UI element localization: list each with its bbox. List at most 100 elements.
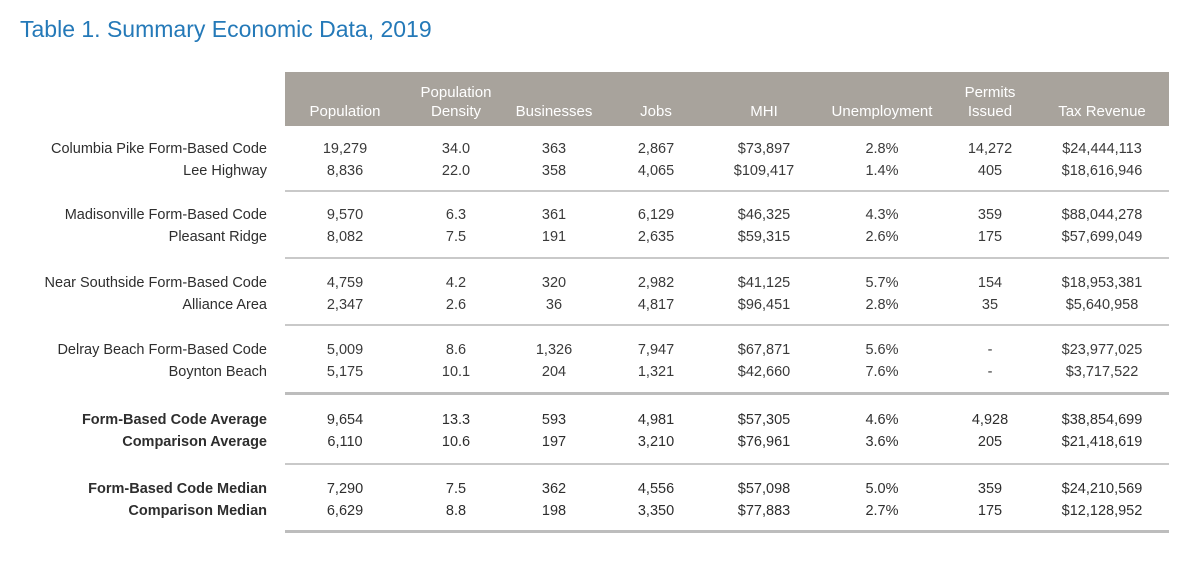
table-cell: 5.7% <box>865 275 899 291</box>
group-divider <box>285 324 1169 326</box>
table-cell: 6.3 <box>445 207 467 223</box>
table-cell: 2,982 <box>637 275 675 291</box>
row-label: Form-Based Code Average <box>81 412 267 428</box>
table-cell: 4.2 <box>445 275 467 291</box>
table-cell: $57,098 <box>737 481 791 497</box>
table-cell: $57,699,049 <box>1061 229 1143 245</box>
table-cell: 19,279 <box>322 141 368 157</box>
table-cell: 2.8% <box>865 297 899 313</box>
table-header-band <box>285 72 1169 126</box>
table-cell: 2.8% <box>865 141 899 157</box>
table-cell: 22.0 <box>441 163 471 179</box>
table-cell: 405 <box>977 163 1003 179</box>
table-cell: $3,717,522 <box>1065 364 1139 380</box>
group-divider <box>285 190 1169 192</box>
column-header-line1: Permits <box>964 84 1016 101</box>
table-cell: 3,210 <box>637 434 675 450</box>
table-cell: 191 <box>541 229 567 245</box>
table-cell: 4,065 <box>637 163 675 179</box>
row-label: Columbia Pike Form-Based Code <box>51 141 267 157</box>
row-label: Lee Highway <box>183 163 267 179</box>
column-header-line2: Unemployment <box>831 103 933 120</box>
table-cell: $38,854,699 <box>1061 412 1143 428</box>
table-cell: 34.0 <box>441 141 471 157</box>
table-cell: $76,961 <box>737 434 791 450</box>
row-label: Comparison Median <box>128 503 267 519</box>
table-cell: 204 <box>541 364 567 380</box>
column-header-line2: MHI <box>750 103 778 120</box>
table-cell: $73,897 <box>737 141 791 157</box>
table-cell: 5.0% <box>865 481 899 497</box>
table-cell: 593 <box>541 412 567 428</box>
column-header-line1: Population <box>420 84 492 101</box>
table-title: Table 1. Summary Economic Data, 2019 <box>20 16 432 42</box>
column-header-line2: Businesses <box>515 103 593 120</box>
table-cell: 4,928 <box>971 412 1009 428</box>
row-label: Boynton Beach <box>168 364 267 380</box>
column-header: Population Density <box>401 72 511 126</box>
row-label: Comparison Average <box>122 434 267 450</box>
table-cell: $77,883 <box>737 503 791 519</box>
column-header: MHI <box>709 72 819 126</box>
table-cell: 6,129 <box>637 207 675 223</box>
table-cell: 7.6% <box>865 364 899 380</box>
table-cell: 5,009 <box>326 342 364 358</box>
table-cell: $21,418,619 <box>1061 434 1143 450</box>
table-cell: 36 <box>545 297 563 313</box>
table-cell: 2.6% <box>865 229 899 245</box>
table-cell: 197 <box>541 434 567 450</box>
group-divider <box>285 392 1169 395</box>
table-cell: $42,660 <box>737 364 791 380</box>
table-cell: 362 <box>541 481 567 497</box>
group-divider <box>285 463 1169 465</box>
column-header-line2: Density <box>430 103 482 120</box>
table-cell: $5,640,958 <box>1065 297 1139 313</box>
row-label: Form-Based Code Median <box>88 481 267 497</box>
column-header: Jobs <box>611 72 701 126</box>
column-header: Unemployment <box>820 72 945 126</box>
table-cell: 8,836 <box>326 163 364 179</box>
table-cell: 359 <box>977 207 1003 223</box>
table-cell: 8.6 <box>445 342 467 358</box>
table-cell: 320 <box>541 275 567 291</box>
table-cell: $88,044,278 <box>1061 207 1143 223</box>
table-cell: $41,125 <box>737 275 791 291</box>
table-cell: 8.8 <box>445 503 467 519</box>
table-cell: 3.6% <box>865 434 899 450</box>
table-cell: 7,290 <box>326 481 364 497</box>
table-cell: - <box>987 364 993 380</box>
table-cell: $109,417 <box>733 163 795 179</box>
table-cell: 2,347 <box>326 297 364 313</box>
table-cell: 5.6% <box>865 342 899 358</box>
table-cell: 7.5 <box>445 229 467 245</box>
table-cell: $59,315 <box>737 229 791 245</box>
table-cell: $46,325 <box>737 207 791 223</box>
row-label: Madisonville Form-Based Code <box>64 207 267 223</box>
table-cell: 4,556 <box>637 481 675 497</box>
table-cell: 35 <box>981 297 999 313</box>
table-cell: 4,817 <box>637 297 675 313</box>
column-header-line2: Population <box>309 103 381 120</box>
table-cell: 154 <box>977 275 1003 291</box>
table-cell: $57,305 <box>737 412 791 428</box>
row-label: Delray Beach Form-Based Code <box>57 342 267 358</box>
table-cell: 8,082 <box>326 229 364 245</box>
table-cell: $96,451 <box>737 297 791 313</box>
table-cell: 198 <box>541 503 567 519</box>
group-divider <box>285 257 1169 259</box>
group-divider <box>285 530 1169 533</box>
table-cell: 14,272 <box>967 141 1013 157</box>
table-cell: $18,953,381 <box>1061 275 1143 291</box>
table-cell: 6,110 <box>327 434 363 450</box>
table-cell: $24,210,569 <box>1061 481 1143 497</box>
table-cell: 1,321 <box>637 364 675 380</box>
table-cell: 175 <box>977 229 1003 245</box>
column-header: Tax Revenue <box>1042 72 1162 126</box>
table-cell: 1.4% <box>865 163 899 179</box>
table-cell: 6,629 <box>326 503 364 519</box>
table-cell: 363 <box>541 141 567 157</box>
table-cell: 2.6 <box>445 297 467 313</box>
table-cell: 1,326 <box>535 342 573 358</box>
row-label: Near Southside Form-Based Code <box>44 275 267 291</box>
table-cell: 4.6% <box>865 412 899 428</box>
